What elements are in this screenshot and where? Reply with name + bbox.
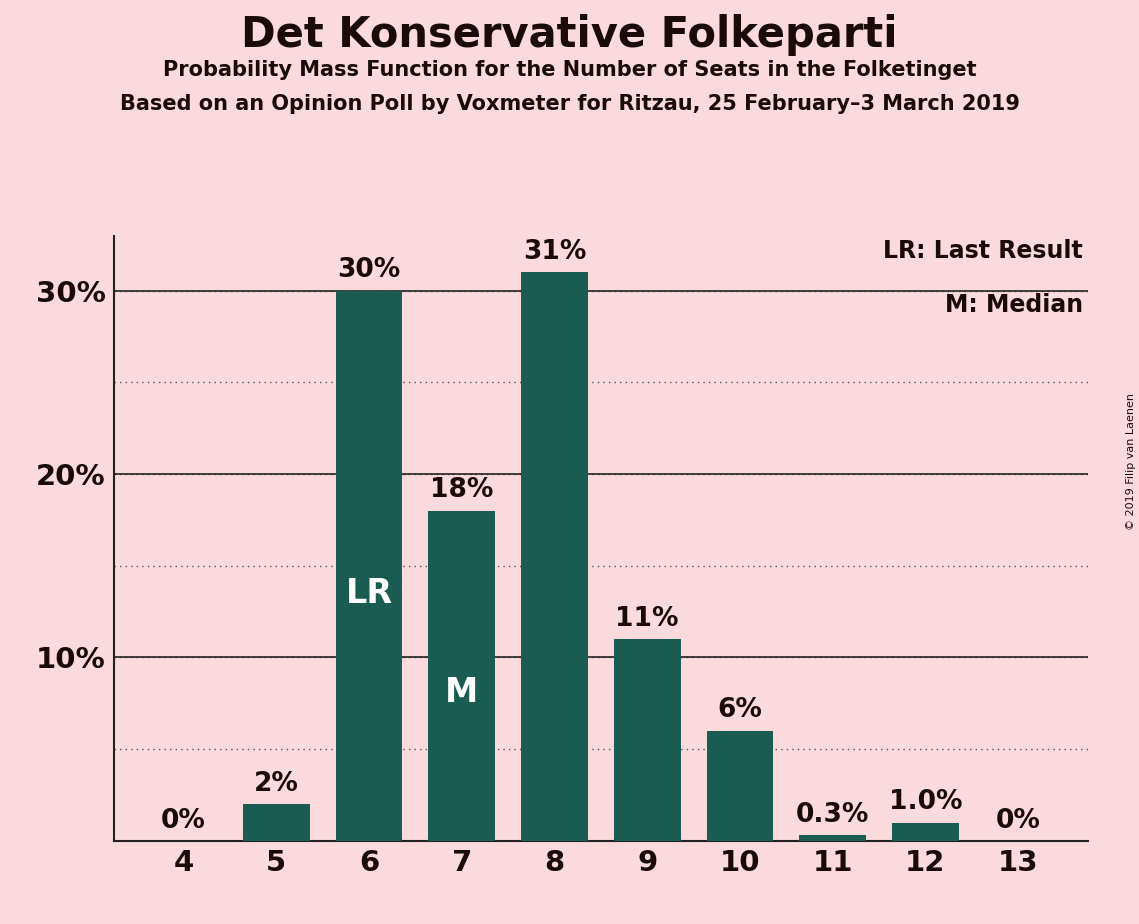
Text: M: Median: M: Median	[944, 293, 1083, 317]
Bar	[428, 511, 495, 841]
Text: 1.0%: 1.0%	[888, 789, 962, 815]
Bar	[336, 291, 402, 841]
Text: Based on an Opinion Poll by Voxmeter for Ritzau, 25 February–3 March 2019: Based on an Opinion Poll by Voxmeter for…	[120, 94, 1019, 115]
Text: 31%: 31%	[523, 239, 587, 265]
Bar	[243, 804, 310, 841]
Text: 0.3%: 0.3%	[796, 802, 869, 828]
Text: M: M	[445, 675, 478, 709]
Text: LR: Last Result: LR: Last Result	[883, 238, 1083, 262]
Bar	[800, 835, 866, 841]
Text: Det Konservative Folkeparti: Det Konservative Folkeparti	[241, 14, 898, 55]
Text: 0%: 0%	[161, 808, 206, 833]
Bar	[614, 639, 681, 841]
Text: 11%: 11%	[615, 606, 679, 632]
Text: LR: LR	[345, 577, 393, 610]
Text: 30%: 30%	[337, 257, 401, 284]
Bar	[521, 273, 588, 841]
Text: 18%: 18%	[431, 478, 493, 504]
Bar	[706, 731, 773, 841]
Text: 6%: 6%	[718, 698, 762, 723]
Text: 0%: 0%	[995, 808, 1041, 833]
Text: 2%: 2%	[254, 771, 298, 796]
Text: Probability Mass Function for the Number of Seats in the Folketinget: Probability Mass Function for the Number…	[163, 60, 976, 80]
Text: © 2019 Filip van Laenen: © 2019 Filip van Laenen	[1126, 394, 1136, 530]
Bar	[892, 822, 959, 841]
